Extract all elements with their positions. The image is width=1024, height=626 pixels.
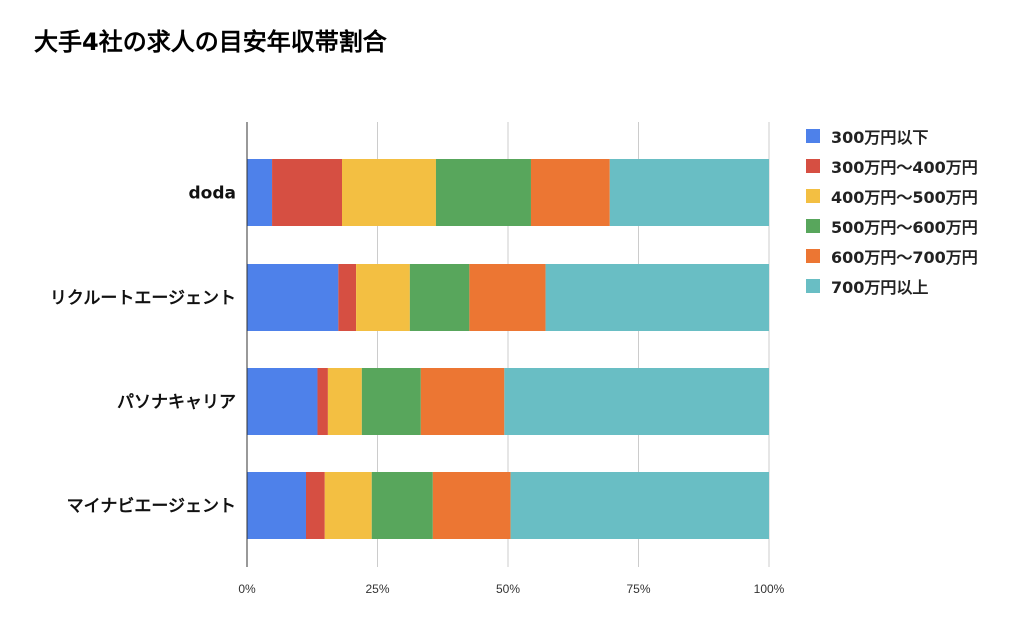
legend-label: 600万円〜700万円 (831, 248, 978, 267)
bar-segment (371, 472, 433, 539)
bar-segment (609, 159, 769, 226)
bar-segment (338, 264, 357, 331)
bar-segment (435, 159, 531, 226)
legend-label: 500万円〜600万円 (831, 218, 978, 237)
legend-item: 300万円〜400万円 (806, 151, 978, 181)
bar-segment (342, 159, 436, 226)
legend-swatch (806, 159, 820, 173)
legend-swatch (806, 219, 820, 233)
bar-segment (356, 264, 410, 331)
bars (247, 159, 769, 539)
bar-segment (317, 368, 328, 435)
legend-swatch (806, 279, 820, 293)
bar-segment (545, 264, 769, 331)
legend-item: 700万円以上 (806, 271, 978, 301)
category-label: リクルートエージェント (50, 289, 236, 309)
bar-segment (530, 159, 610, 226)
legend-item: 600万円〜700万円 (806, 241, 978, 271)
legend-item: 400万円〜500万円 (806, 181, 978, 211)
bar-segment (305, 472, 325, 539)
legend-swatch (806, 249, 820, 263)
legend-label: 400万円〜500万円 (831, 188, 978, 207)
bar-segment (409, 264, 470, 331)
chart-title: 大手4社の求人の目安年収帯割合 (34, 28, 387, 56)
bar-segment (327, 368, 362, 435)
x-tick-labels: 0% 25% 50% 75% 100% (238, 582, 784, 596)
bar-segment (247, 264, 339, 331)
bar-segment (510, 472, 769, 539)
x-tick-label: 75% (626, 582, 650, 596)
bar-segment (432, 472, 511, 539)
x-tick-label: 50% (496, 582, 520, 596)
bar-segment (272, 159, 343, 226)
x-tick-label: 25% (365, 582, 389, 596)
bar-segment (469, 264, 546, 331)
category-label: doda (189, 184, 237, 204)
legend-swatch (806, 189, 820, 203)
category-label: パソナキャリア (117, 393, 236, 413)
legend-item: 500万円〜600万円 (806, 211, 978, 241)
bar-segment (361, 368, 421, 435)
category-label: マイナビエージェント (67, 497, 236, 517)
x-tick-label: 100% (754, 582, 785, 596)
bar-segment (247, 368, 318, 435)
bar-segment (420, 368, 505, 435)
legend-label: 700万円以上 (831, 278, 929, 297)
legend: 300万円以下 300万円〜400万円 400万円〜500万円 500万円〜600万円… (806, 121, 978, 301)
bar-segment (247, 159, 273, 226)
legend-label: 300万円以下 (831, 128, 929, 147)
bar-segment (504, 368, 769, 435)
x-tick-label: 0% (238, 582, 256, 596)
legend-swatch (806, 129, 820, 143)
legend-item: 300万円以下 (806, 121, 978, 151)
bar-segment (247, 472, 306, 539)
legend-label: 300万円〜400万円 (831, 158, 978, 177)
bar-segment (324, 472, 372, 539)
